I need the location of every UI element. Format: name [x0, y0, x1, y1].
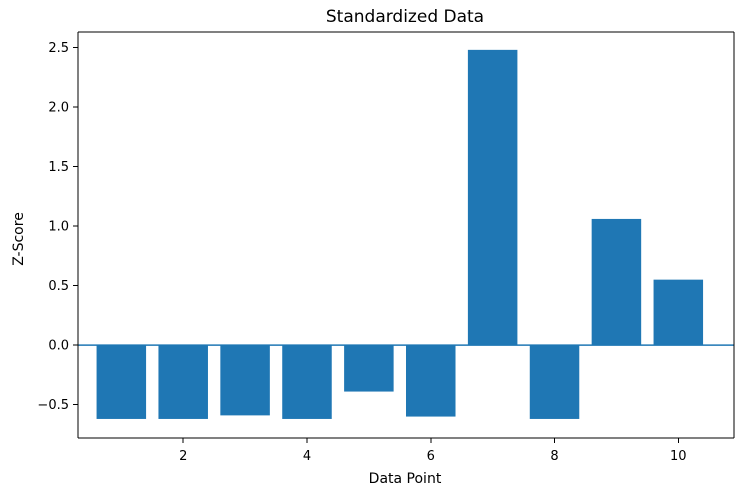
bar-2 [158, 345, 208, 419]
x-tick-label-2: 2 [179, 449, 187, 464]
bar-1 [96, 345, 147, 419]
bar-6 [406, 345, 456, 417]
y-tick-label-1: 0.0 [48, 339, 69, 354]
y-tick-label-3: 1.0 [48, 220, 69, 235]
chart-title: Standardized Data [326, 7, 484, 27]
y-tick-label-6: 2.5 [48, 41, 69, 56]
y-tick-label-0: −0.5 [37, 398, 69, 413]
y-tick-label-5: 2.0 [48, 101, 69, 116]
bars-layer [96, 49, 704, 419]
bar-4 [282, 345, 332, 419]
bar-7 [467, 49, 518, 346]
y-tick-label-4: 1.5 [48, 160, 69, 175]
x-tick-label-6: 6 [427, 449, 435, 464]
bar-10 [653, 279, 704, 346]
bar-3 [220, 345, 270, 416]
y-ticks-layer: −0.5 0.0 0.5 1.0 1.5 2.0 2.5 [37, 41, 78, 413]
bar-8 [529, 345, 580, 419]
x-axis-title: Data Point [369, 471, 442, 487]
x-ticks-layer: 2 4 6 8 10 [179, 438, 687, 464]
x-tick-label-4: 4 [303, 449, 311, 464]
y-axis-title: Z-Score [11, 212, 27, 266]
x-tick-label-10: 10 [670, 449, 687, 464]
x-tick-label-8: 8 [550, 449, 558, 464]
axes-layer [77, 31, 735, 439]
bar-9 [591, 218, 642, 346]
bar-5 [344, 345, 394, 392]
y-tick-label-2: 0.5 [48, 279, 69, 294]
